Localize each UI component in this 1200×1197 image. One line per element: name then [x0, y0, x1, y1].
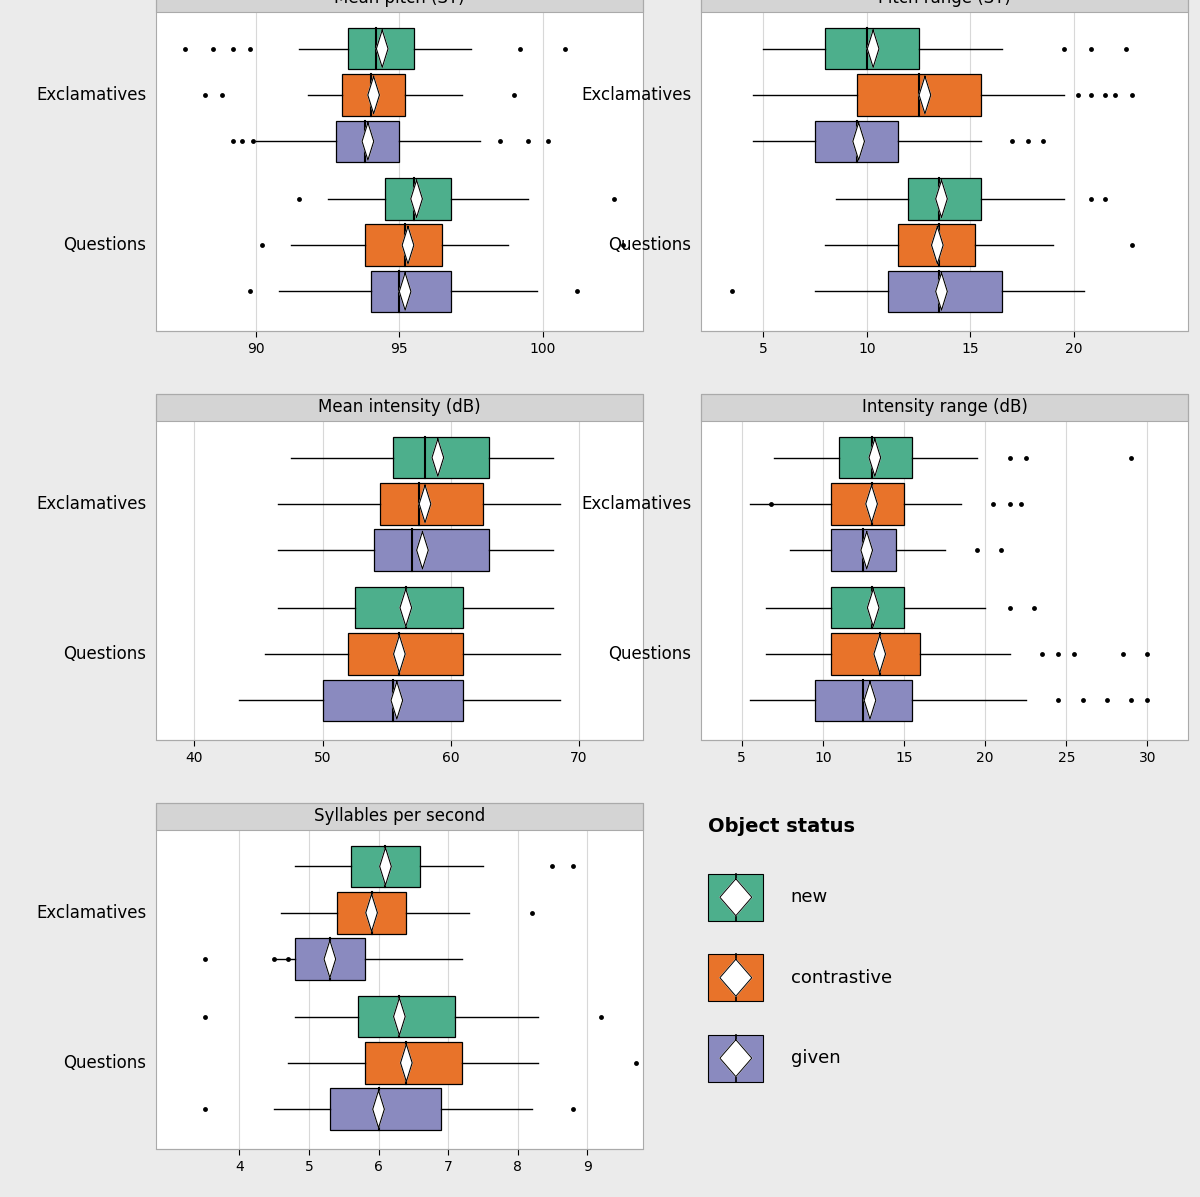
Bar	[826, 28, 919, 69]
Polygon shape	[373, 1090, 384, 1128]
Bar	[708, 1034, 763, 1082]
Bar	[832, 633, 920, 675]
Text: Intensity range (dB): Intensity range (dB)	[862, 399, 1027, 417]
Bar	[380, 484, 482, 524]
Bar	[898, 224, 974, 266]
Polygon shape	[400, 589, 412, 626]
Bar	[348, 633, 463, 675]
Text: Questions: Questions	[64, 236, 146, 254]
Polygon shape	[860, 531, 872, 569]
Polygon shape	[720, 879, 751, 916]
Bar	[815, 680, 912, 721]
Bar	[348, 28, 414, 69]
Text: Exclamatives: Exclamatives	[581, 494, 691, 512]
Text: Mean intensity (dB): Mean intensity (dB)	[318, 399, 481, 417]
Bar	[336, 121, 400, 162]
Bar	[708, 954, 763, 1001]
Polygon shape	[936, 273, 947, 310]
Bar	[337, 892, 407, 934]
Text: Exclamatives: Exclamatives	[36, 86, 146, 104]
Polygon shape	[391, 681, 403, 719]
FancyBboxPatch shape	[156, 802, 643, 830]
Bar	[888, 271, 1002, 312]
Bar	[373, 529, 490, 571]
Polygon shape	[864, 681, 876, 719]
Bar	[358, 996, 455, 1038]
Bar	[839, 437, 912, 479]
Text: Object status: Object status	[708, 816, 856, 836]
Polygon shape	[720, 1040, 751, 1076]
Polygon shape	[362, 122, 373, 160]
Text: contrastive: contrastive	[791, 968, 892, 986]
Polygon shape	[367, 77, 379, 114]
Polygon shape	[416, 531, 428, 569]
Text: Pitch range (ST): Pitch range (ST)	[878, 0, 1012, 7]
Polygon shape	[379, 847, 391, 885]
Text: Exclamatives: Exclamatives	[36, 494, 146, 512]
Bar	[832, 529, 896, 571]
Polygon shape	[720, 959, 751, 996]
Bar	[832, 587, 904, 628]
Polygon shape	[865, 485, 877, 523]
Polygon shape	[401, 1044, 412, 1082]
Text: Questions: Questions	[64, 645, 146, 663]
Bar	[365, 224, 443, 266]
FancyBboxPatch shape	[701, 0, 1188, 12]
Polygon shape	[419, 485, 431, 523]
Text: new: new	[791, 888, 828, 906]
FancyBboxPatch shape	[156, 0, 643, 12]
Bar	[385, 178, 451, 219]
Text: given: given	[791, 1049, 840, 1068]
Polygon shape	[919, 77, 931, 114]
Polygon shape	[931, 226, 943, 263]
Polygon shape	[874, 636, 886, 673]
Polygon shape	[410, 180, 422, 218]
Bar	[350, 845, 420, 887]
Bar	[295, 938, 365, 980]
Bar	[857, 74, 980, 116]
Bar	[832, 484, 904, 524]
Polygon shape	[377, 30, 388, 67]
Polygon shape	[402, 226, 414, 263]
Bar	[342, 74, 406, 116]
Polygon shape	[432, 439, 444, 476]
Bar	[392, 437, 490, 479]
Text: Questions: Questions	[608, 645, 691, 663]
Polygon shape	[324, 941, 336, 978]
Polygon shape	[400, 273, 410, 310]
FancyBboxPatch shape	[156, 394, 643, 421]
Bar	[354, 587, 463, 628]
Polygon shape	[869, 439, 881, 476]
Text: Questions: Questions	[608, 236, 691, 254]
Polygon shape	[868, 589, 880, 626]
Polygon shape	[936, 180, 947, 218]
Bar	[908, 178, 980, 219]
Bar	[371, 271, 451, 312]
Polygon shape	[394, 998, 406, 1035]
Text: Questions: Questions	[64, 1053, 146, 1071]
Polygon shape	[853, 122, 864, 160]
Polygon shape	[868, 30, 878, 67]
Text: Exclamatives: Exclamatives	[36, 904, 146, 922]
Bar	[323, 680, 463, 721]
Polygon shape	[366, 894, 378, 931]
Bar	[365, 1043, 462, 1083]
Bar	[815, 121, 898, 162]
Text: Exclamatives: Exclamatives	[581, 86, 691, 104]
Bar	[330, 1088, 442, 1130]
FancyBboxPatch shape	[701, 394, 1188, 421]
Bar	[708, 874, 763, 920]
Text: Syllables per second: Syllables per second	[313, 807, 485, 825]
Text: Mean pitch (ST): Mean pitch (ST)	[334, 0, 464, 7]
Polygon shape	[394, 636, 406, 673]
